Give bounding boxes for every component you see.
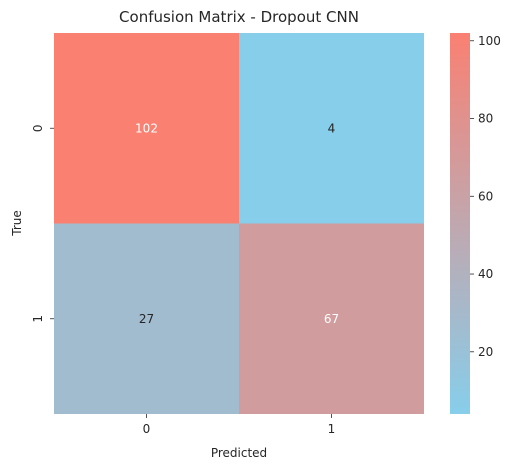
colorbar-ticks: 20 40 60 80 100 [470,34,501,359]
chart-title: Confusion Matrix - Dropout CNN [119,8,359,26]
heatmap-cell-1-0 [54,223,239,414]
colorbar-tick-label: 40 [478,267,493,281]
y-axis: 01 [31,124,54,323]
heatmap-cell-0-1 [239,33,424,224]
x-tick-label: 1 [328,422,336,436]
colorbar-tick-label: 100 [478,34,501,48]
colorbar-tick-label: 20 [478,345,493,359]
y-tick-label: 1 [31,315,45,323]
heatmap-cells [54,33,424,414]
colorbar-tick-label: 80 [478,112,493,126]
y-tick-label: 0 [31,124,45,132]
cell-annotations: 102 4 27 67 [135,121,339,326]
heatmap-cell-1-1 [239,223,424,414]
y-axis-label: True [10,210,24,237]
colorbar-tick-label: 60 [478,189,493,203]
x-tick-label: 0 [143,422,151,436]
cell-value-1-1: 67 [324,312,339,326]
cell-value-0-1: 4 [328,121,336,135]
heatmap-cell-0-0 [54,33,239,224]
cell-value-0-0: 102 [135,121,158,135]
x-axis-label: Predicted [211,446,267,460]
cell-value-1-0: 27 [139,312,154,326]
colorbar [450,33,470,414]
